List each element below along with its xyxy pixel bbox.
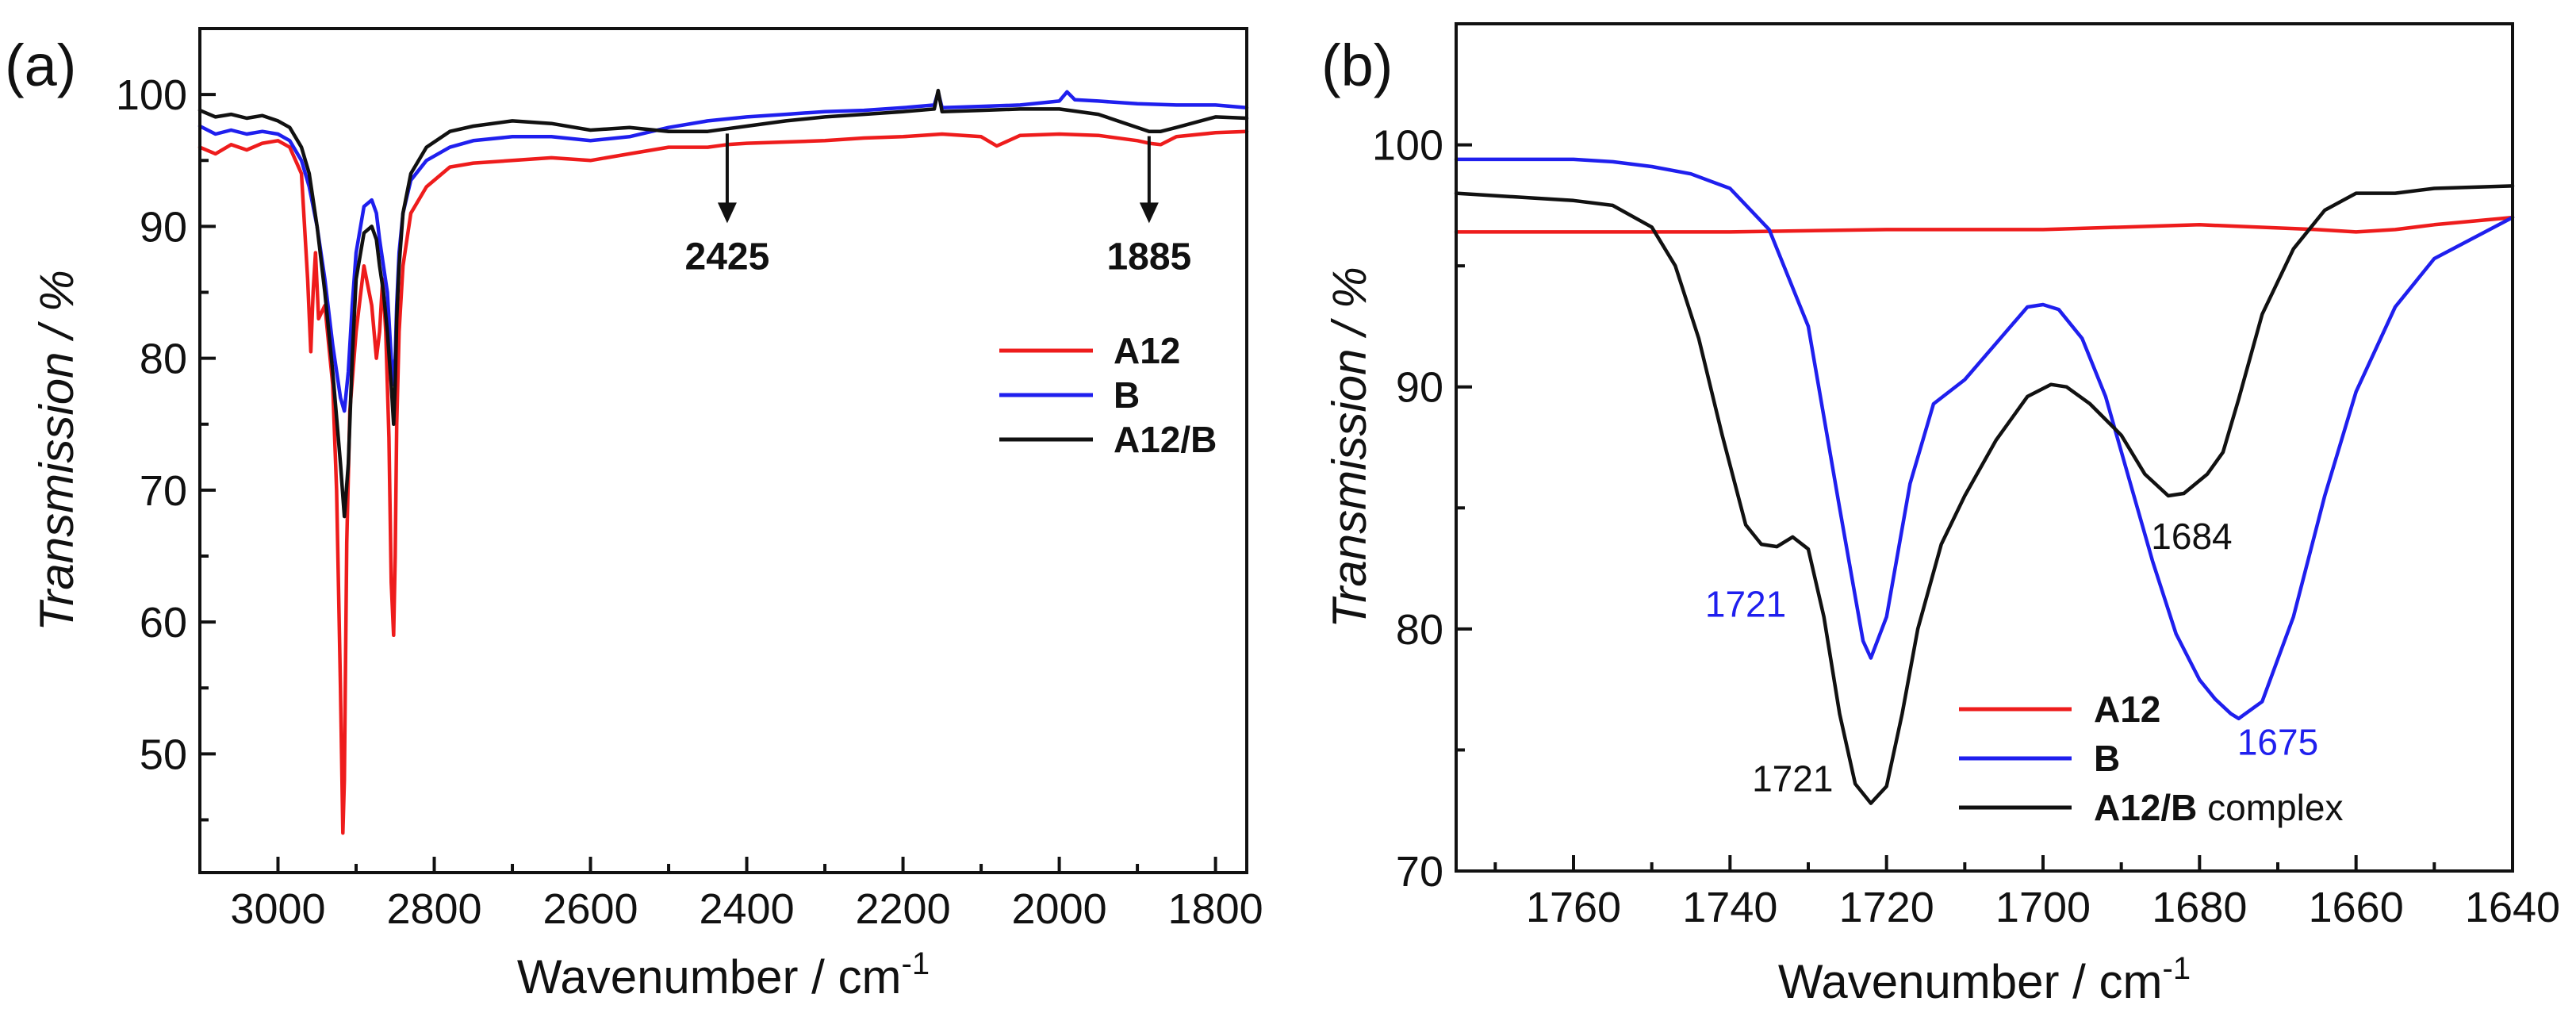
panel-b-x-axis-title: Wavenumber / cm-1 bbox=[1778, 951, 2191, 1008]
panel-a-series bbox=[197, 88, 1249, 835]
x-tick-label: 2200 bbox=[855, 885, 950, 933]
panel-b-x-ticks: 1760 1740 1720 1700 1680 1660 1640 bbox=[1493, 855, 2560, 931]
y-tick-label: 90 bbox=[1396, 364, 1443, 412]
annotation-label: 1721 bbox=[1752, 758, 1833, 799]
y-tick-label: 50 bbox=[140, 731, 187, 778]
panel-b-y-axis-title: Transmission / % bbox=[1323, 267, 1376, 628]
y-tick-label: 100 bbox=[1372, 122, 1443, 170]
legend-label: A12/B bbox=[1114, 419, 1217, 460]
x-tick-label: 2800 bbox=[386, 885, 481, 933]
legend-label: B bbox=[2094, 738, 2120, 779]
legend-label: B bbox=[1114, 374, 1140, 416]
panel-a-y-axis-title: Transmission / % bbox=[30, 270, 83, 631]
y-tick-label: 100 bbox=[116, 71, 187, 119]
annotation-arrow-head bbox=[717, 202, 737, 224]
panel-b: (b) 1760 1740 1720 1700 1680 1660 1640 70 80 90 1… bbox=[1321, 22, 2560, 1008]
panel-a-annotations: 2425 1885 bbox=[685, 133, 1191, 278]
x-tick-label: 3000 bbox=[230, 885, 325, 933]
panel-label-b: (b) bbox=[1321, 33, 1393, 98]
x-tick-label: 1800 bbox=[1168, 885, 1263, 933]
annotation-label: 1675 bbox=[2237, 722, 2318, 763]
y-tick-label: 70 bbox=[140, 467, 187, 515]
panel-a-x-ticks: 3000 2800 2600 2400 2200 2000 1800 bbox=[198, 857, 1263, 933]
legend-label: A12 bbox=[1114, 330, 1180, 371]
annotation-label: 1885 bbox=[1106, 236, 1191, 278]
y-tick-label: 80 bbox=[1396, 606, 1443, 654]
y-tick-label: 70 bbox=[1396, 848, 1443, 896]
panel-b-y-ticks: 70 80 90 100 bbox=[1372, 22, 1472, 896]
panel-label-a: (a) bbox=[5, 33, 76, 98]
panel-b-legend: A12 B A12/B complex bbox=[1959, 689, 2343, 828]
annotation-label: 1721 bbox=[1705, 584, 1786, 625]
annotation-arrow-head bbox=[1139, 202, 1159, 224]
x-tick-label: 2600 bbox=[542, 885, 638, 933]
series-line-a12b bbox=[197, 88, 1249, 519]
panel-b-annotations: 1721 1721 1684 1675 bbox=[1705, 516, 2318, 799]
legend-label: A12/B complex bbox=[2094, 787, 2343, 828]
y-tick-label: 80 bbox=[140, 336, 187, 383]
x-tick-label: 2400 bbox=[699, 885, 794, 933]
x-tick-label: 2000 bbox=[1012, 885, 1107, 933]
y-tick-label: 90 bbox=[140, 203, 187, 251]
panel-a-plot-frame bbox=[198, 27, 1248, 874]
series-line-a12 bbox=[197, 129, 1249, 835]
panel-b-series bbox=[1454, 157, 2515, 805]
legend-label: A12 bbox=[2094, 689, 2160, 730]
x-tick-label: 1700 bbox=[1995, 884, 2091, 931]
series-line-a12 bbox=[1454, 215, 2515, 234]
panel-a-y-ticks: 50 60 70 80 90 100 bbox=[116, 27, 216, 822]
series-line-b bbox=[1454, 157, 2515, 721]
x-tick-label: 1680 bbox=[2152, 884, 2247, 931]
x-tick-label: 1760 bbox=[1526, 884, 1621, 931]
x-tick-label: 1660 bbox=[2309, 884, 2404, 931]
panel-a-x-axis-title: Wavenumber / cm-1 bbox=[517, 946, 930, 1003]
x-tick-label: 1740 bbox=[1682, 884, 1777, 931]
panel-a: (a) 3000 2800 2600 2400 2200 2000 1800 50 60 70 8… bbox=[5, 27, 1263, 1003]
x-tick-label: 1720 bbox=[1839, 884, 1934, 931]
panel-b-plot-frame bbox=[1455, 22, 2514, 873]
series-line-a12b bbox=[1454, 184, 2515, 805]
annotation-label: 1684 bbox=[2151, 516, 2232, 557]
y-tick-label: 60 bbox=[140, 599, 187, 647]
annotation-label: 2425 bbox=[685, 236, 770, 278]
x-tick-label: 1640 bbox=[2465, 884, 2560, 931]
